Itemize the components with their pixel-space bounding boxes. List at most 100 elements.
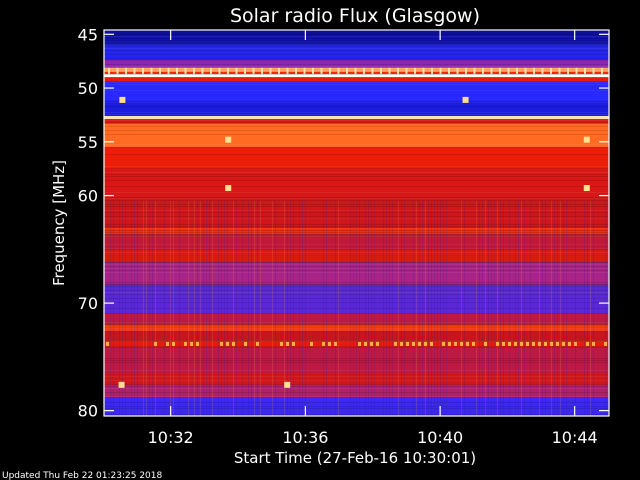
- texture-line: [104, 248, 609, 249]
- texture-line: [104, 106, 609, 107]
- periodic-tick: [490, 67, 493, 74]
- burst-dash: [166, 341, 169, 346]
- noise-streak: [173, 200, 174, 416]
- texture-line: [104, 112, 609, 113]
- burst-dash: [514, 341, 517, 346]
- frequency-band: [104, 234, 609, 250]
- noise-streak: [431, 200, 432, 416]
- burst-dash: [574, 341, 577, 346]
- texture-line: [104, 64, 609, 65]
- noise-streak: [437, 200, 438, 416]
- periodic-tick: [227, 67, 229, 74]
- noise-streak: [326, 200, 327, 416]
- burst-dash: [424, 341, 427, 346]
- noise-streak: [242, 200, 243, 416]
- texture-line: [104, 82, 609, 83]
- frequency-band: [104, 372, 609, 385]
- burst-dash: [526, 341, 529, 346]
- periodic-tick: [524, 67, 527, 74]
- noise-streak: [200, 200, 201, 416]
- texture-line: [104, 302, 609, 303]
- periodic-tick: [269, 67, 272, 74]
- periodic-tick: [371, 67, 374, 74]
- texture-line: [104, 174, 609, 175]
- texture-line: [104, 122, 609, 123]
- texture-line: [104, 180, 609, 181]
- noise-streak: [212, 200, 213, 416]
- texture-line: [104, 50, 609, 51]
- periodic-tick: [286, 67, 289, 74]
- texture-line: [104, 226, 609, 227]
- frequency-band: [104, 340, 609, 348]
- noise-streak: [350, 200, 351, 416]
- burst-dash: [472, 341, 475, 346]
- noise-streak: [434, 200, 435, 416]
- noise-streak: [170, 200, 171, 416]
- noise-streak: [335, 200, 336, 416]
- y-tick-label: 45: [78, 25, 98, 44]
- frequency-band: [104, 347, 609, 373]
- burst-dash: [544, 341, 547, 346]
- texture-line: [104, 346, 609, 347]
- burst-dash: [604, 341, 607, 346]
- texture-line: [104, 388, 609, 389]
- noise-streak: [428, 200, 429, 416]
- noise-streak: [356, 200, 357, 416]
- periodic-tick: [414, 67, 416, 74]
- texture-line: [104, 46, 609, 47]
- noise-streak: [593, 200, 594, 416]
- noise-streak: [233, 200, 234, 416]
- frequency-band: [104, 284, 609, 314]
- texture-line: [104, 230, 609, 231]
- burst-dash: [550, 341, 553, 346]
- noise-streak: [398, 200, 399, 416]
- chart-title: Solar radio Flux (Glasgow): [230, 5, 480, 27]
- burst-dash: [466, 341, 469, 346]
- bright-spot: [583, 185, 590, 192]
- periodic-tick: [363, 67, 365, 74]
- noise-streak: [287, 200, 288, 416]
- texture-line: [104, 414, 609, 415]
- noise-streak: [524, 200, 525, 416]
- texture-line: [104, 200, 609, 201]
- bright-spot: [118, 381, 125, 388]
- texture-line: [104, 212, 609, 213]
- texture-line: [104, 328, 609, 329]
- burst-dash: [226, 341, 229, 346]
- texture-line: [104, 370, 609, 371]
- noise-streak: [122, 200, 123, 416]
- periodic-tick: [201, 67, 204, 74]
- frequency-band: [104, 45, 609, 61]
- noise-streak: [590, 200, 591, 416]
- noise-streak: [551, 200, 552, 416]
- noise-streak: [389, 200, 390, 416]
- noise-streak: [425, 200, 426, 416]
- noise-streak: [521, 200, 522, 416]
- burst-dash: [172, 341, 175, 346]
- noise-streak: [284, 200, 285, 416]
- noise-streak: [500, 200, 501, 416]
- burst-dash: [196, 341, 199, 346]
- noise-streak: [323, 200, 324, 416]
- burst-dash: [418, 341, 421, 346]
- y-tick-label: 50: [78, 79, 98, 98]
- noise-streak: [305, 200, 306, 416]
- texture-line: [104, 102, 609, 103]
- texture-line: [104, 210, 609, 211]
- texture-line: [104, 376, 609, 377]
- noise-streak: [491, 200, 492, 416]
- noise-streak: [605, 200, 606, 416]
- texture-line: [104, 218, 609, 219]
- x-tick-label: 10:32: [148, 428, 194, 447]
- frequency-band: [104, 119, 609, 124]
- bright-spot: [583, 136, 590, 143]
- texture-line: [104, 84, 609, 85]
- noise-streak: [272, 200, 273, 416]
- burst-dash: [328, 341, 331, 346]
- burst-dash: [442, 341, 445, 346]
- noise-streak: [488, 200, 489, 416]
- frequency-band: [104, 100, 609, 117]
- noise-streak: [137, 200, 138, 416]
- periodic-tick: [499, 67, 501, 74]
